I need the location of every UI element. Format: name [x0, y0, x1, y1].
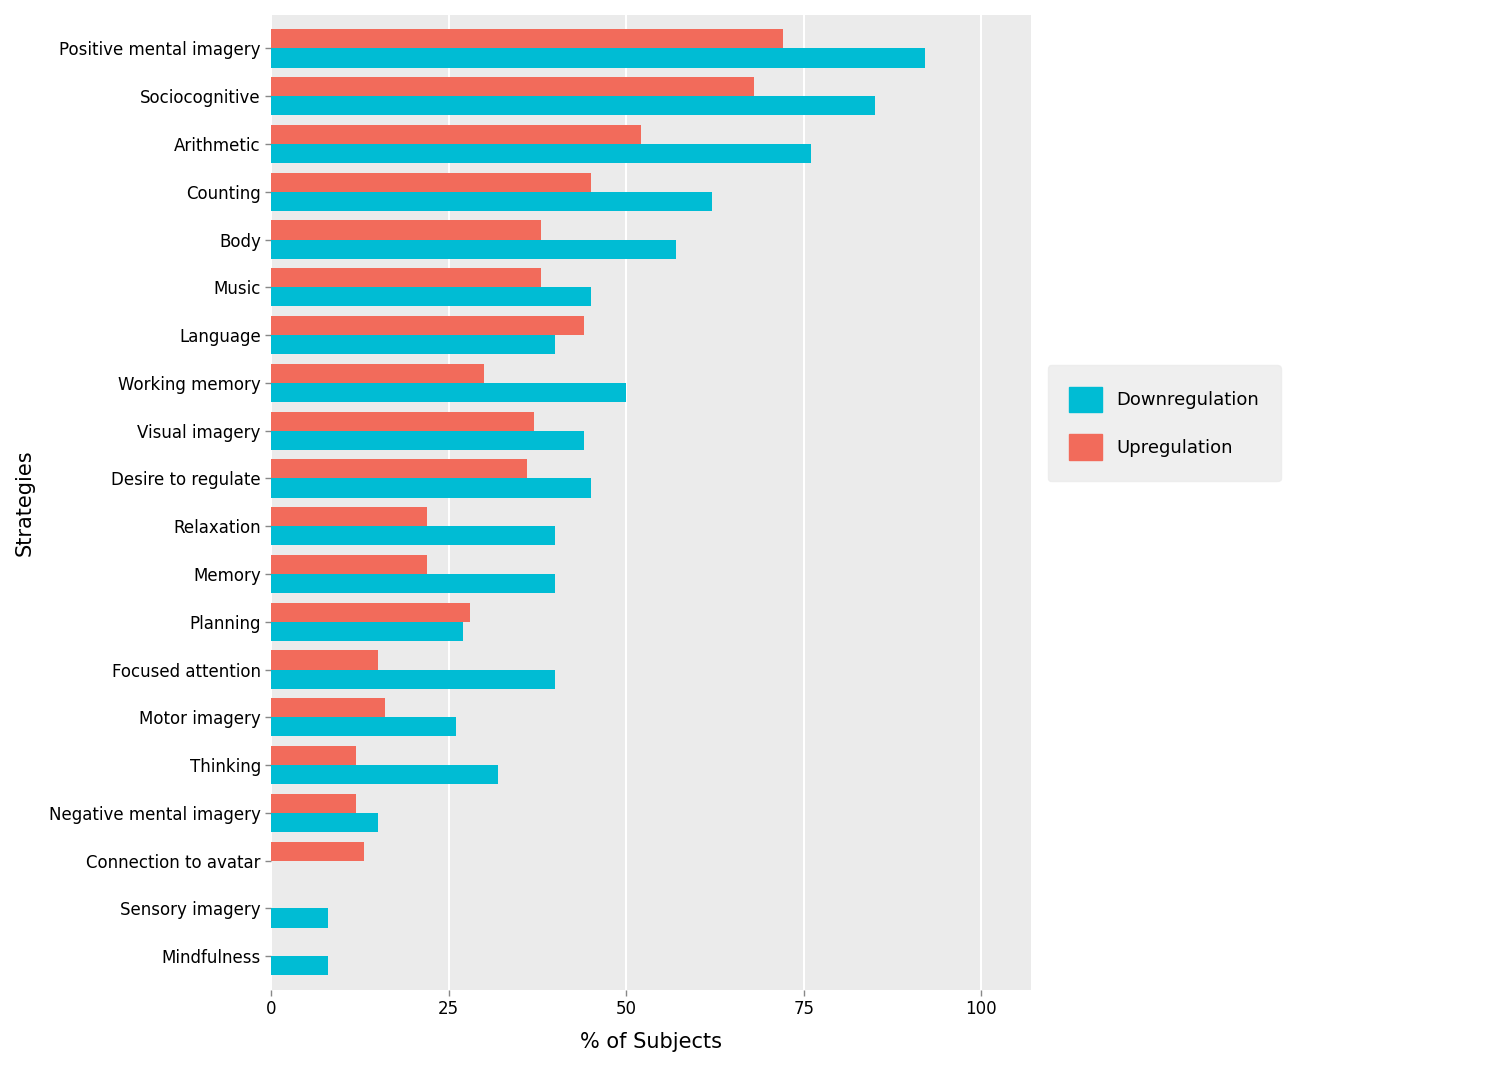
Bar [272, 555, 427, 574]
X-axis label: % of Subjects: % of Subjects [580, 1032, 722, 1052]
Bar [272, 221, 541, 240]
Bar [272, 144, 811, 163]
Bar [272, 412, 533, 431]
Y-axis label: Strategies: Strategies [15, 449, 34, 556]
Bar [272, 908, 329, 927]
Bar [272, 698, 385, 717]
Bar [272, 96, 875, 115]
Bar [272, 48, 925, 67]
Bar [272, 125, 641, 144]
Bar [272, 717, 456, 736]
Bar [272, 507, 427, 526]
Bar [272, 173, 590, 192]
Bar [272, 460, 527, 478]
Bar [272, 603, 471, 622]
Bar [272, 268, 541, 287]
Bar [272, 478, 590, 497]
Bar [272, 316, 584, 335]
Bar [272, 622, 463, 641]
Bar [272, 956, 329, 975]
Bar [272, 574, 556, 593]
Bar [272, 240, 675, 258]
Bar [272, 651, 378, 670]
Bar [272, 364, 484, 383]
Bar [272, 842, 363, 861]
Bar [272, 383, 626, 402]
Bar [272, 335, 556, 354]
Bar [272, 287, 590, 306]
Legend: Downregulation, Upregulation: Downregulation, Upregulation [1047, 365, 1280, 481]
Bar [272, 794, 357, 813]
Bar [272, 192, 711, 211]
Bar [272, 29, 783, 48]
Bar [272, 77, 754, 96]
Bar [272, 431, 584, 450]
Bar [272, 746, 357, 765]
Bar [272, 765, 499, 784]
Bar [272, 670, 556, 688]
Bar [272, 813, 378, 832]
Bar [272, 526, 556, 545]
